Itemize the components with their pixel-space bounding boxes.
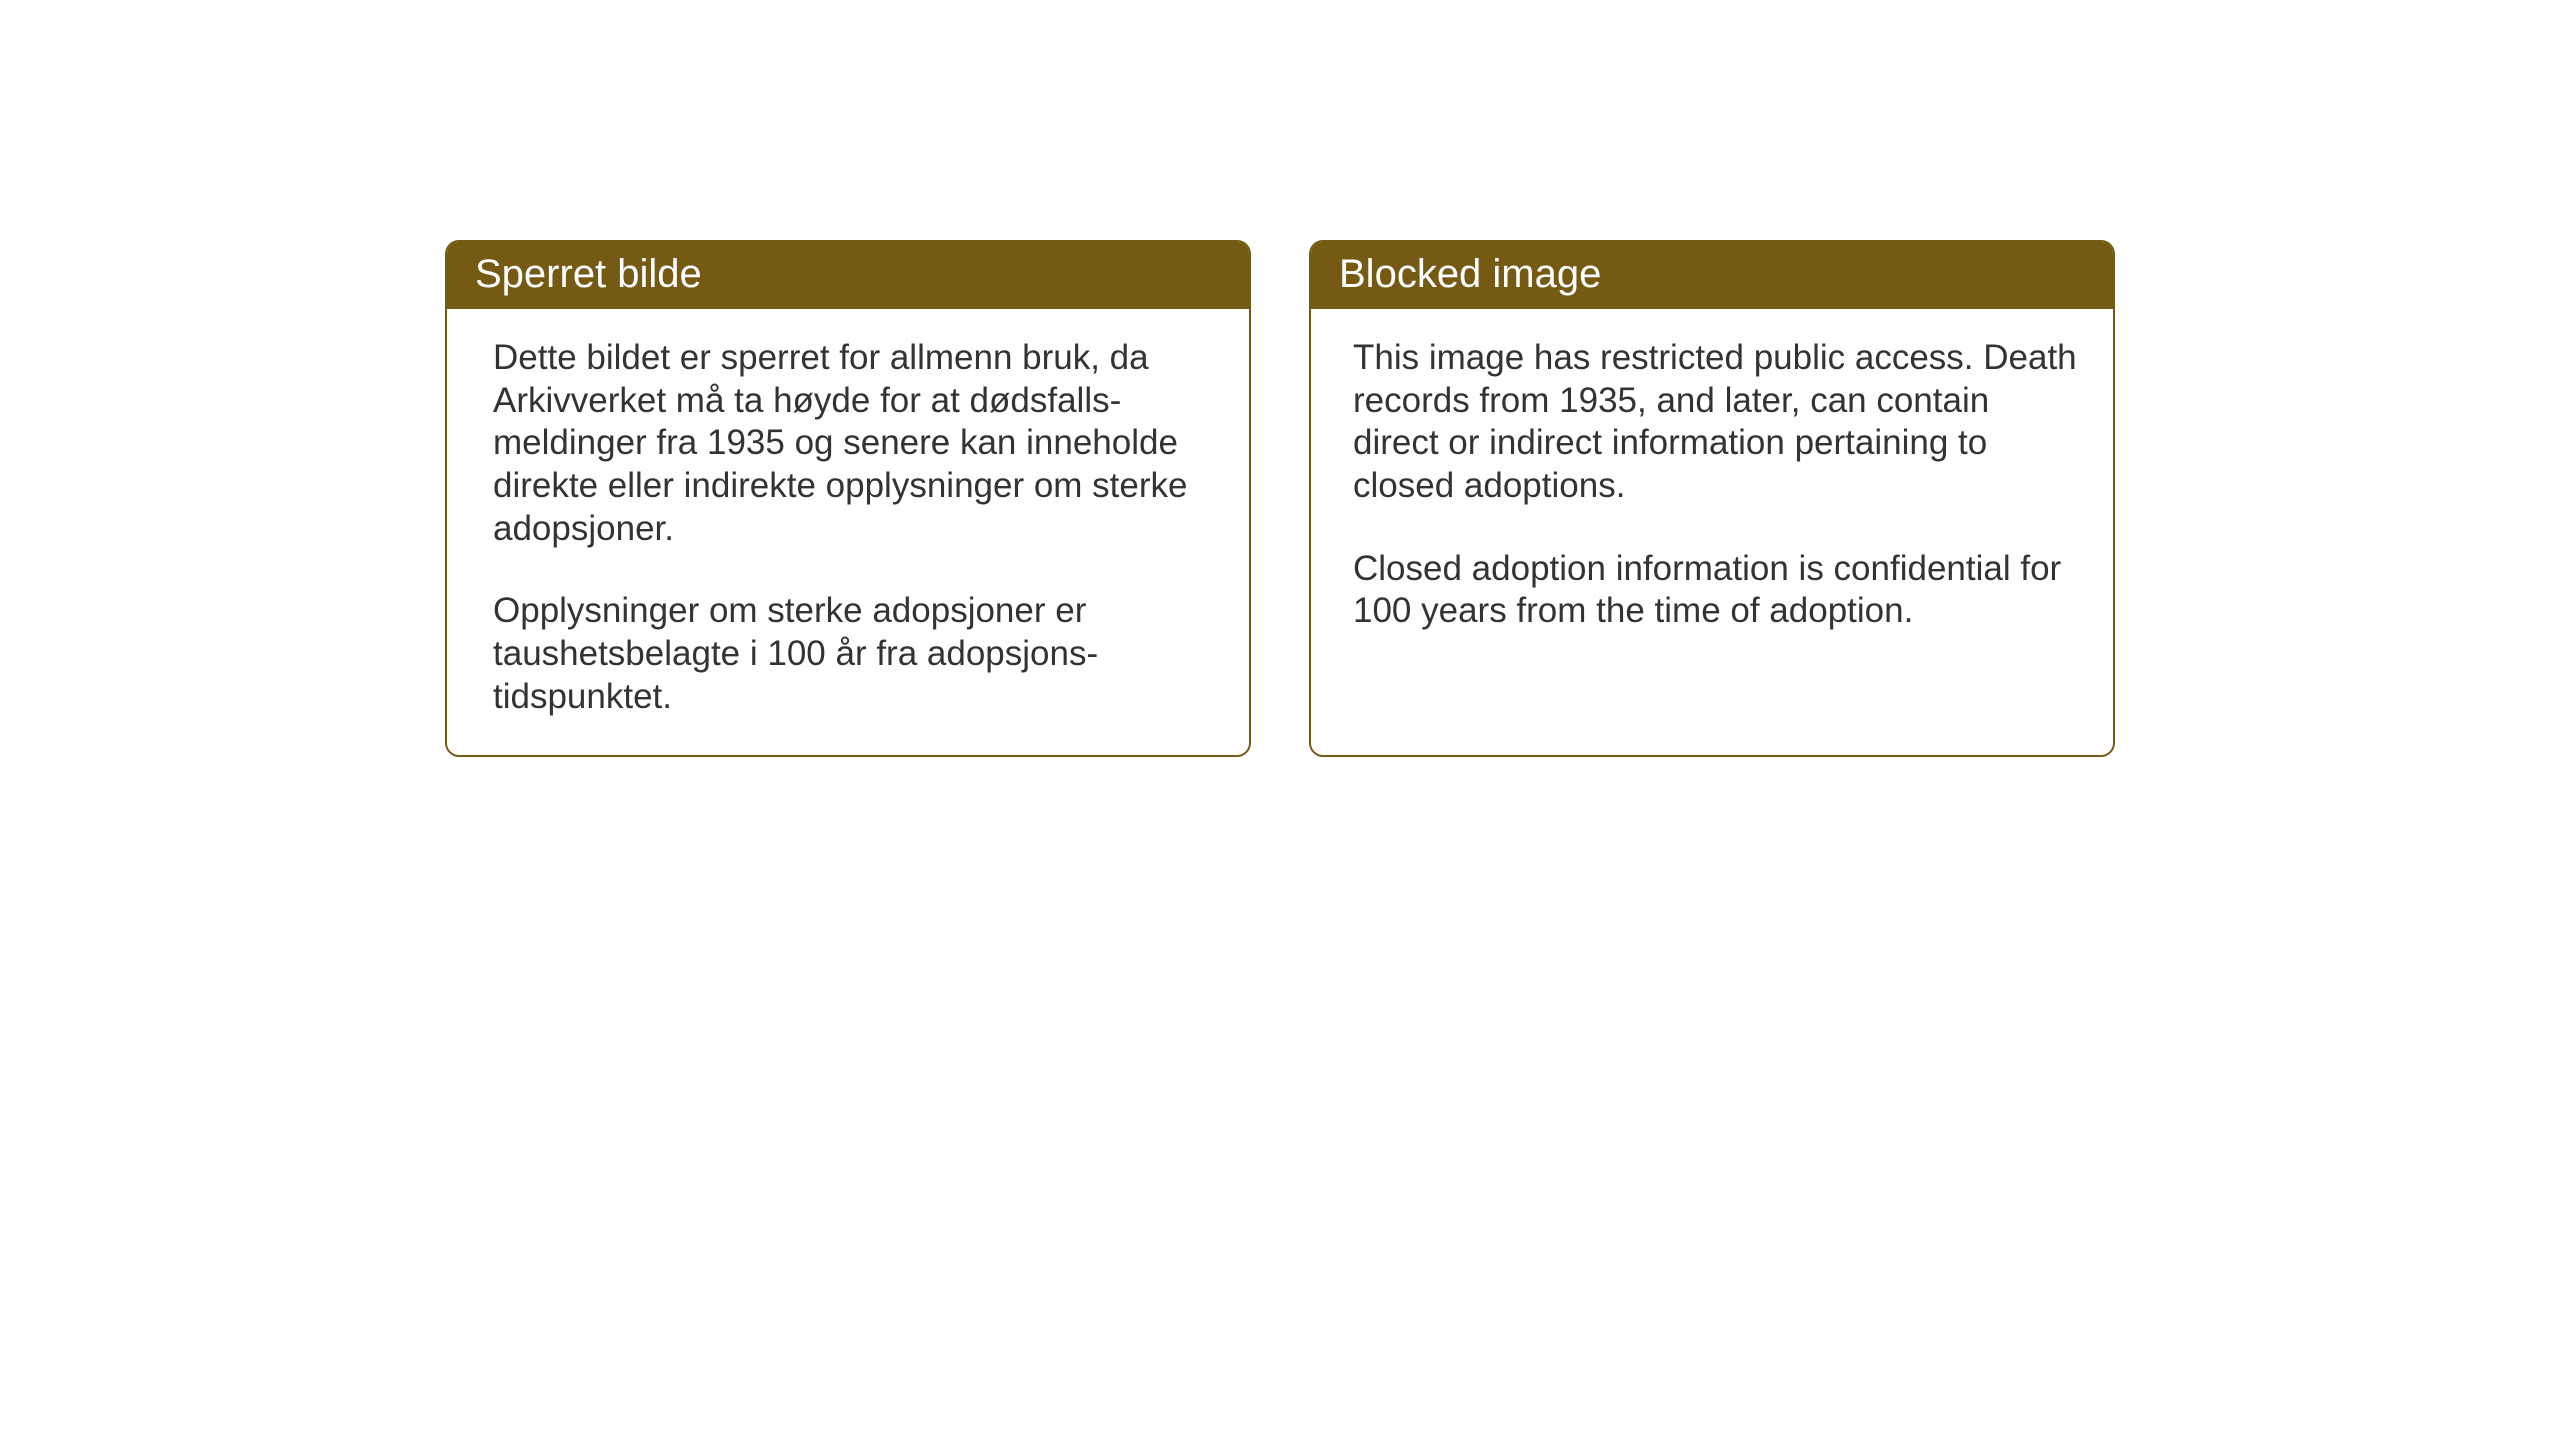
card-header-english: Blocked image: [1311, 242, 2113, 309]
paragraph-1-english: This image has restricted public access.…: [1353, 337, 2077, 508]
card-english: Blocked image This image has restricted …: [1309, 240, 2115, 757]
paragraph-2-english: Closed adoption information is confident…: [1353, 548, 2077, 633]
card-header-norwegian: Sperret bilde: [447, 242, 1249, 309]
card-body-english: This image has restricted public access.…: [1311, 309, 2113, 669]
card-body-norwegian: Dette bildet er sperret for allmenn bruk…: [447, 309, 1249, 755]
cards-container: Sperret bilde Dette bildet er sperret fo…: [445, 240, 2115, 757]
paragraph-2-norwegian: Opplysninger om sterke adopsjoner er tau…: [493, 590, 1205, 718]
card-norwegian: Sperret bilde Dette bildet er sperret fo…: [445, 240, 1251, 757]
paragraph-1-norwegian: Dette bildet er sperret for allmenn bruk…: [493, 337, 1205, 550]
